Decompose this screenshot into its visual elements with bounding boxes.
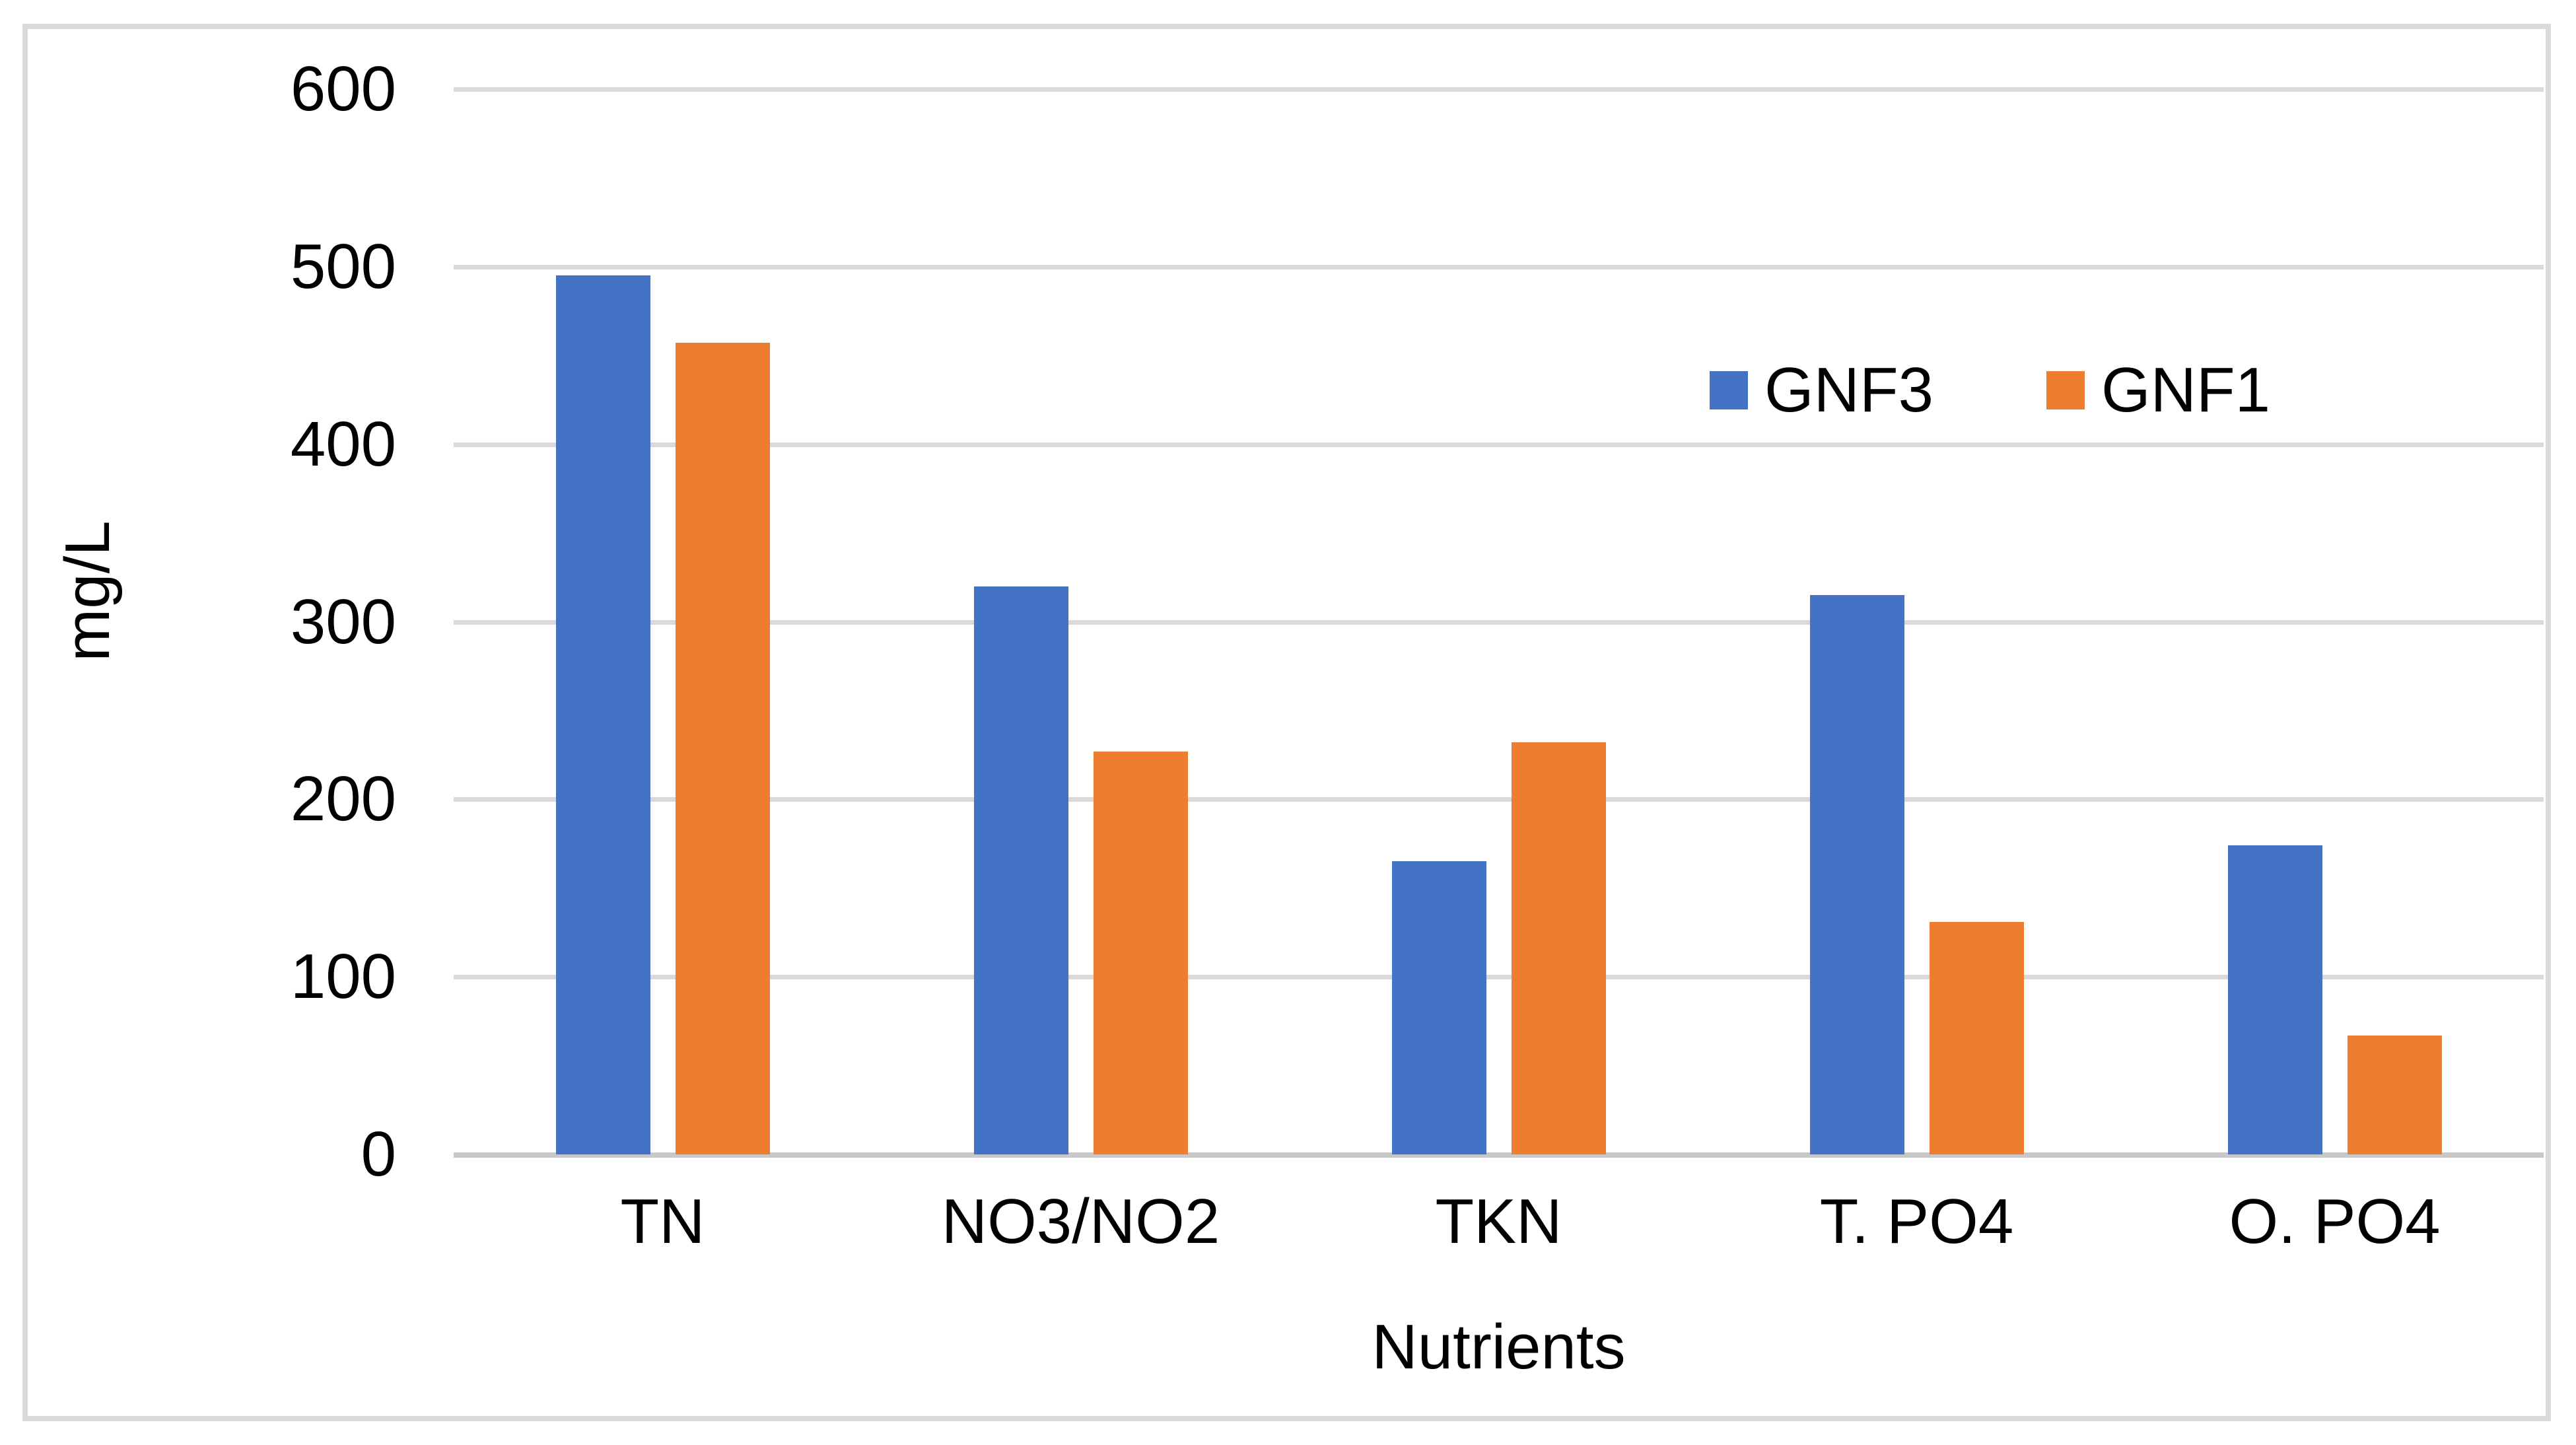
y-axis-title: mg/L xyxy=(52,520,123,662)
legend-label-gnf1: GNF1 xyxy=(2101,355,2271,425)
gridline-400 xyxy=(454,442,2544,447)
gridline-200 xyxy=(454,797,2544,802)
y-tick-label-600: 600 xyxy=(290,53,396,124)
y-tick-label-400: 400 xyxy=(290,409,396,479)
bar-gnf3-t-po4 xyxy=(1810,595,1904,1154)
category-label-tn: TN xyxy=(620,1186,705,1257)
bar-gnf3-tkn xyxy=(1392,861,1486,1154)
chart-border xyxy=(22,24,2551,1421)
bar-gnf1-o-po4 xyxy=(2348,1036,2442,1154)
x-axis-line xyxy=(454,1152,2544,1158)
bar-gnf1-no3-no2 xyxy=(1094,752,1188,1154)
category-label-no3-no2: NO3/NO2 xyxy=(941,1186,1220,1257)
legend-marker-gnf3 xyxy=(1710,371,1748,409)
bar-gnf3-o-po4 xyxy=(2228,845,2322,1154)
bar-gnf3-tn xyxy=(556,275,650,1154)
x-axis-title: Nutrients xyxy=(1372,1312,1626,1382)
gridline-300 xyxy=(454,620,2544,625)
y-tick-label-500: 500 xyxy=(290,231,396,302)
y-tick-label-100: 100 xyxy=(290,941,396,1012)
bar-gnf1-t-po4 xyxy=(1930,922,2024,1154)
bar-gnf1-tn xyxy=(676,343,770,1154)
category-label-o-po4: O. PO4 xyxy=(2229,1186,2441,1257)
legend-label-gnf3: GNF3 xyxy=(1764,355,1934,425)
legend-item-gnf1: GNF1 xyxy=(2046,354,2270,427)
y-tick-label-300: 300 xyxy=(290,586,396,657)
category-label-t-po4: T. PO4 xyxy=(1819,1186,2014,1257)
y-tick-label-0: 0 xyxy=(361,1119,396,1189)
bar-gnf1-tkn xyxy=(1512,742,1606,1154)
legend-item-gnf3: GNF3 xyxy=(1710,354,1933,427)
gridline-100 xyxy=(454,975,2544,979)
gridline-500 xyxy=(454,265,2544,269)
legend-marker-gnf1 xyxy=(2046,371,2085,409)
bar-gnf3-no3-no2 xyxy=(974,586,1068,1154)
category-label-tkn: TKN xyxy=(1435,1186,1562,1257)
y-tick-label-200: 200 xyxy=(290,763,396,834)
gridline-600 xyxy=(454,87,2544,92)
